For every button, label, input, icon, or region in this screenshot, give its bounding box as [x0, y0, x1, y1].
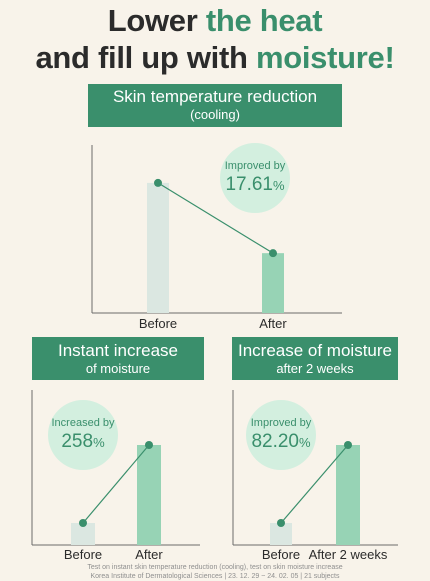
- headline-line-1-plain: Lower: [107, 3, 206, 38]
- chart-2-trend-line: [82, 444, 150, 524]
- chart-3-tick-before: Before: [262, 547, 300, 562]
- chart-1-result-bubble: Improved by 17.61%: [220, 143, 290, 213]
- chart-2-result-label: Increased by: [51, 417, 115, 429]
- chart-1-point-after: [269, 249, 277, 258]
- chart-1-result-unit: %: [272, 178, 285, 193]
- chart-3-result-unit: %: [298, 435, 311, 450]
- chart-3-trend-line: [280, 444, 349, 524]
- chart-2-tick-before: Before: [64, 547, 102, 562]
- chart-3-bar-before: [270, 523, 292, 545]
- headline-line-1-accent: the heat: [205, 3, 323, 38]
- chart-3-result-label: Improved by: [250, 417, 312, 429]
- chart-2-subtitle: of moisture: [85, 361, 151, 376]
- chart-3-bar-after: [336, 445, 360, 545]
- chart-2-point-before: [79, 519, 87, 527]
- chart-3-result-value: 82.20: [251, 431, 299, 452]
- chart-1-title-banner: Skin temperature reduction (cooling): [88, 84, 342, 127]
- chart-2-result-value-wrap: 258%: [48, 430, 118, 455]
- footnote-line-1: Test on instant skin temperature reducti…: [87, 564, 343, 571]
- chart-2-bar-before: [71, 523, 95, 545]
- chart-3-result-value-wrap: 82.20%: [246, 430, 316, 455]
- chart-1-subtitle: (cooling): [190, 107, 240, 122]
- chart-2-tick-after: After: [135, 547, 163, 562]
- chart-1-result-value-wrap: 17.61%: [220, 173, 290, 198]
- chart-2-point-after: [145, 441, 153, 449]
- chart-2-title: Instant increase: [57, 341, 178, 360]
- chart-1-result-value: 17.61: [225, 174, 273, 195]
- chart-3-result-bubble: Improved by 82.20%: [246, 400, 316, 470]
- chart-1-title: Skin temperature reduction: [112, 87, 318, 106]
- chart-3-point-before: [277, 519, 285, 527]
- chart-3-point-after: [344, 441, 352, 449]
- chart-1-result-label: Improved by: [224, 160, 286, 172]
- headline-line-2: and fill up with moisture!: [0, 39, 430, 76]
- headline-line-2-plain: and fill up with: [35, 40, 256, 75]
- chart-2-result-value: 258: [61, 431, 94, 452]
- chart-1-tick-before: Before: [139, 316, 177, 331]
- chart-3-title: Increase of moisture: [237, 341, 392, 360]
- chart-1-bar-before: [147, 182, 169, 313]
- chart-1-point-before: [154, 178, 162, 187]
- chart-2-result-bubble: Increased by 258%: [48, 400, 118, 470]
- chart-3-subtitle: after 2 weeks: [276, 361, 354, 376]
- footnote-line-2: Korea Institute of Dermatological Scienc…: [90, 573, 340, 580]
- chart-1-bar-after: [262, 253, 284, 313]
- chart-2-bar-after: [137, 445, 161, 545]
- headline-line-2-accent: moisture!: [255, 40, 395, 75]
- headline-line-1: Lower the heat: [0, 2, 430, 39]
- chart-2-result-unit: %: [93, 435, 105, 450]
- chart-3-tick-after: After 2 weeks: [309, 547, 388, 562]
- chart-3-title-banner: Increase of moisture after 2 weeks: [232, 337, 398, 380]
- chart-1-trend-line: [157, 182, 274, 254]
- chart-2-title-banner: Instant increase of moisture: [32, 337, 204, 380]
- chart-1-tick-after: After: [259, 316, 287, 331]
